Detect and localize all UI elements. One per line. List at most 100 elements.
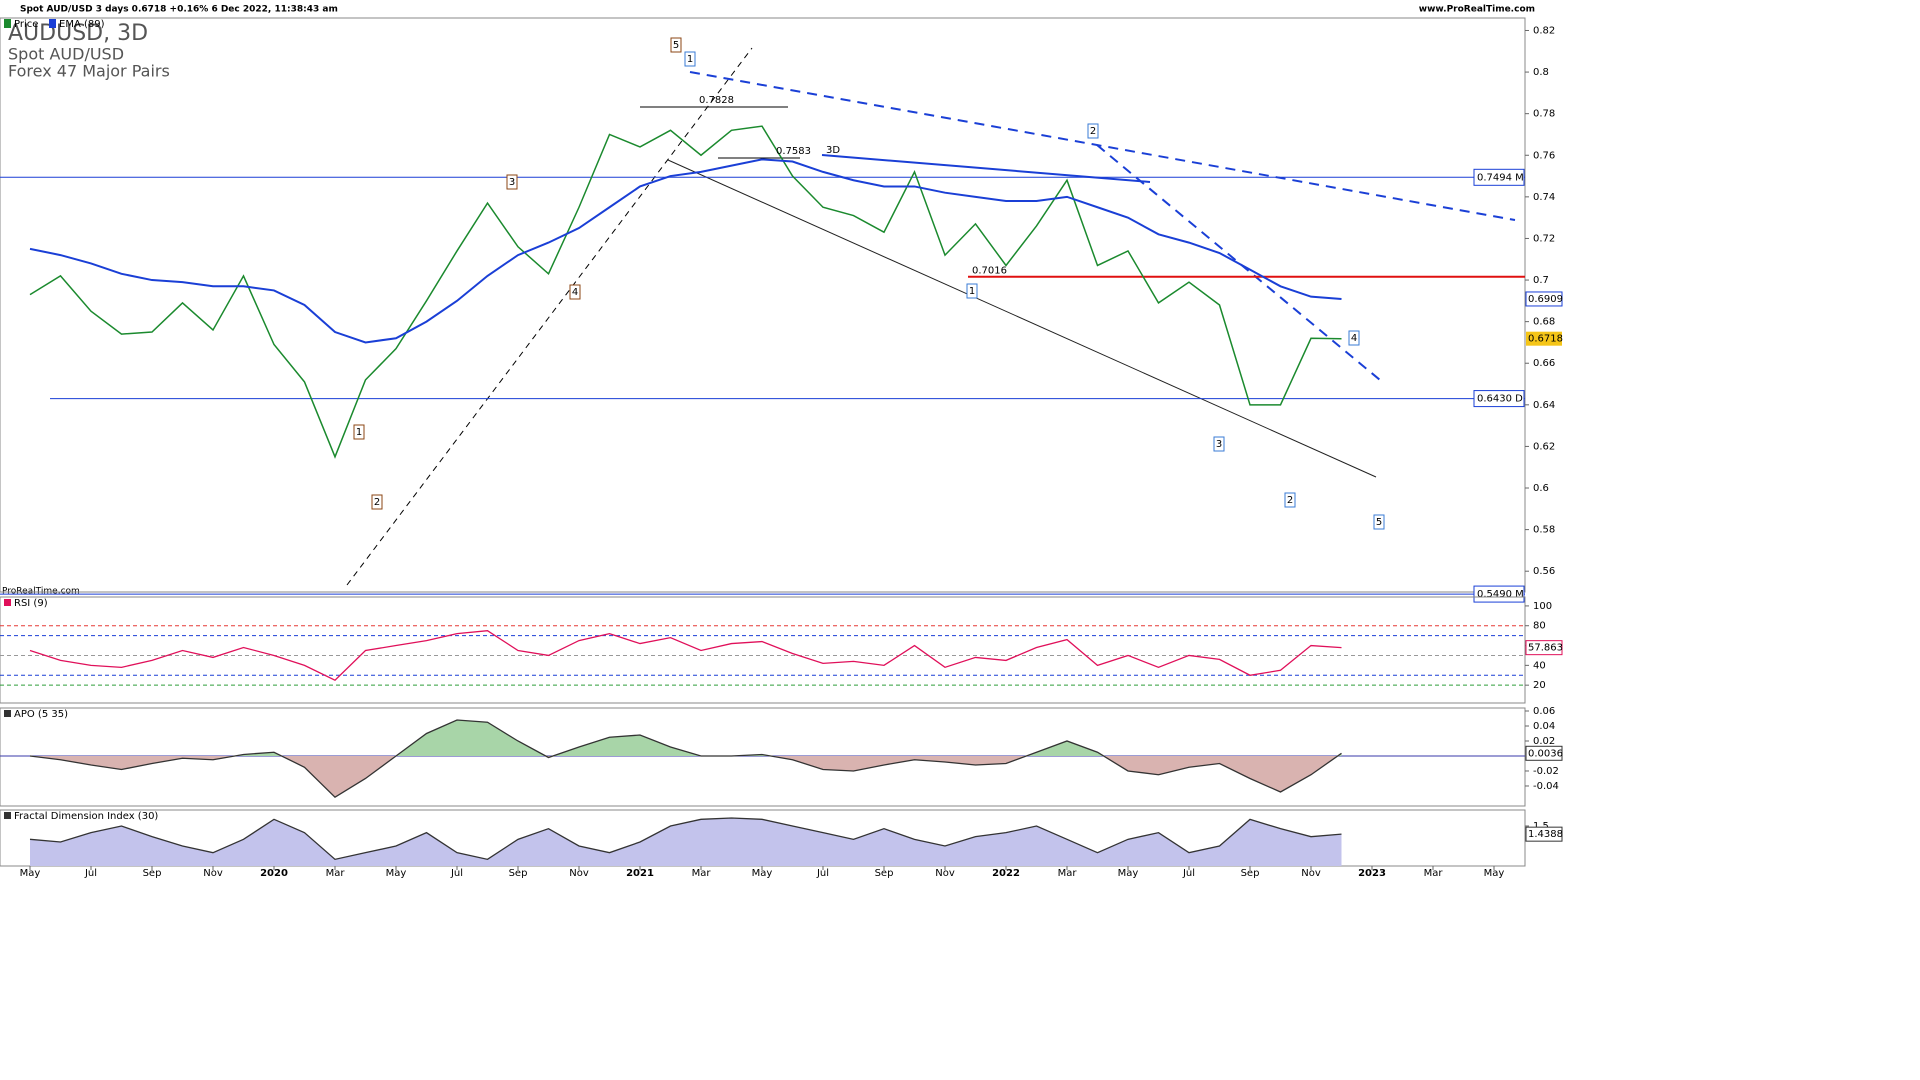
area-negative xyxy=(30,755,1342,798)
panel-title: Fractal Dimension Index (30) xyxy=(14,811,158,822)
y-tick-label: 0.66 xyxy=(1533,358,1555,369)
panel-frame xyxy=(0,707,1526,807)
x-tick-label: May xyxy=(386,868,407,879)
series-line xyxy=(29,630,1342,681)
x-tick-label: Jul xyxy=(816,868,829,879)
y-tick-label: 0.56 xyxy=(1533,566,1555,577)
trendlines xyxy=(346,47,1516,586)
annotation: 2 xyxy=(374,497,380,508)
y-tick-label: 0.58 xyxy=(1533,525,1555,536)
x-tick-label: Nov xyxy=(935,868,955,879)
y-tick-label: 0.8 xyxy=(1533,67,1549,78)
y-tick-label: 0.82 xyxy=(1533,25,1555,36)
annotation: 1 xyxy=(356,427,362,438)
level-box xyxy=(1473,390,1525,408)
x-tick-label: May xyxy=(1118,868,1139,879)
annotation: 3 xyxy=(1216,439,1222,450)
x-tick-label: May xyxy=(752,868,773,879)
wave-box xyxy=(1284,492,1296,508)
value-label-box xyxy=(1525,826,1563,842)
y-tick-label: 0.76 xyxy=(1533,150,1555,161)
value-label: 57.863 xyxy=(1528,643,1563,654)
annotation: 0.7828 xyxy=(699,95,734,106)
x-tick-label: Mar xyxy=(692,868,712,879)
annotation: 5 xyxy=(1376,517,1382,528)
value-label: 0.6909 xyxy=(1528,294,1563,305)
y-tick-label: 0.74 xyxy=(1533,192,1555,203)
annotation: 2 xyxy=(1287,495,1293,506)
panel-badge xyxy=(4,812,11,819)
wave-box xyxy=(1087,123,1099,139)
wave-box xyxy=(371,494,383,510)
x-tick-label: Sep xyxy=(143,868,162,879)
annotation: 5 xyxy=(673,40,679,51)
value-label-box xyxy=(1525,640,1563,656)
x-tick-label: Mar xyxy=(326,868,346,879)
y-tick-label: 80 xyxy=(1533,621,1546,632)
y-tick-label: 0.04 xyxy=(1533,721,1555,732)
x-tick-label: Jul xyxy=(1182,868,1195,879)
legend-label: Price xyxy=(14,19,38,30)
x-tick-label: Mar xyxy=(1058,868,1078,879)
level-box xyxy=(1473,168,1525,186)
title: AUDUSD, 3D xyxy=(8,21,148,46)
group: Forex 47 Major Pairs xyxy=(8,62,170,81)
header-site: www.ProRealTime.com xyxy=(1419,5,1535,15)
annotation: 2 xyxy=(1090,126,1096,137)
y-tick-label: 40 xyxy=(1533,660,1546,671)
y-tick-label: 0.6 xyxy=(1533,483,1549,494)
header-instrument: Spot AUD/USD 3 days 0.6718 +0.16% 6 Dec … xyxy=(20,5,338,15)
trendline xyxy=(667,159,1377,478)
wave-box xyxy=(684,51,696,67)
series-line xyxy=(29,158,1342,344)
legend-label: EMA (89) xyxy=(59,19,105,30)
trendline xyxy=(689,71,1516,221)
panel-frame xyxy=(0,17,1526,593)
panel-badge xyxy=(4,599,11,606)
panel-title: RSI (9) xyxy=(14,598,48,609)
x-tick-label: 2020 xyxy=(260,868,288,879)
x-tick-label: Nov xyxy=(569,868,589,879)
annotation: 0.7583 xyxy=(776,146,811,157)
y-tick-label: 0.72 xyxy=(1533,233,1555,244)
panel-badge xyxy=(4,710,11,717)
x-tick-label: Nov xyxy=(1301,868,1321,879)
area xyxy=(30,818,1342,866)
annotation: 3 xyxy=(509,177,515,188)
legend-swatch xyxy=(49,19,56,28)
panel-frame xyxy=(0,596,1526,704)
y-tick-label: 0.62 xyxy=(1533,441,1555,452)
legend-swatch xyxy=(4,19,11,28)
panel-title: APO (5 35) xyxy=(14,709,68,720)
trendline xyxy=(1096,144,1381,381)
value-label-box xyxy=(1526,331,1562,346)
x-tick-label: Sep xyxy=(1241,868,1260,879)
wave-box xyxy=(353,424,365,440)
annotation: 4 xyxy=(1351,333,1357,344)
level-label: 0.6430 D xyxy=(1477,394,1523,405)
trendline xyxy=(346,47,753,586)
wave-box xyxy=(1348,330,1360,346)
y-tick-label: 1.5 xyxy=(1533,821,1549,832)
y-tick-label: 0.7 xyxy=(1533,275,1549,286)
subtitle: Spot AUD/USD xyxy=(8,45,124,64)
x-tick-label: Mar xyxy=(1424,868,1444,879)
annotation: 3D xyxy=(826,145,840,156)
wave-box xyxy=(1373,514,1385,530)
level-label: 0.7016 xyxy=(972,266,1007,277)
wave-box xyxy=(1213,436,1225,452)
x-tick-label: Nov xyxy=(203,868,223,879)
level-label: 0.7494 M xyxy=(1477,172,1524,183)
x-tick-label: 2021 xyxy=(626,868,654,879)
y-tick-label: 0.02 xyxy=(1533,736,1555,747)
value-label: 1.4388 xyxy=(1528,829,1563,840)
value-label-box xyxy=(1525,291,1563,307)
area-positive xyxy=(234,719,1342,756)
annotation: 4 xyxy=(572,287,578,298)
wave-box xyxy=(966,283,978,299)
x-tick-label: Sep xyxy=(509,868,528,879)
y-tick-label: 0.64 xyxy=(1533,400,1555,411)
y-tick-label: -0.04 xyxy=(1533,781,1559,792)
